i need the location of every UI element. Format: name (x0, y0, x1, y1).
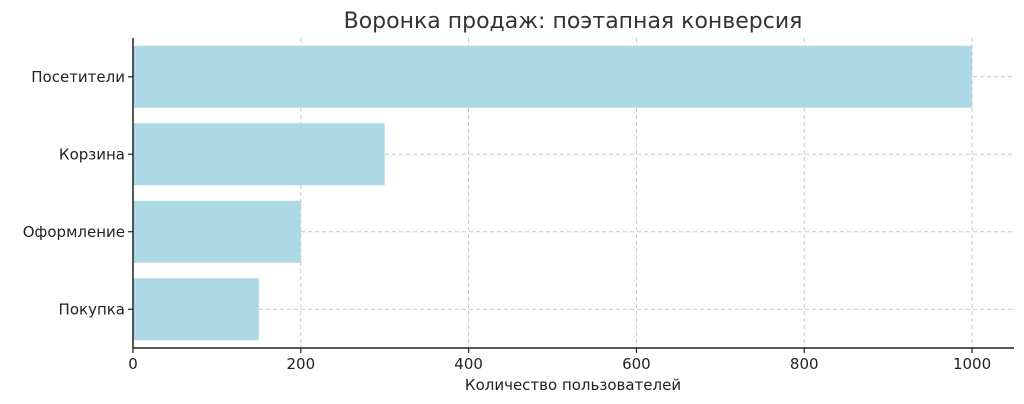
bar-1 (133, 45, 973, 108)
x-tick-label: 200 (286, 355, 315, 373)
x-tick-label: 800 (790, 355, 819, 373)
bar-3 (133, 200, 301, 263)
x-tick-label: 1000 (953, 355, 991, 373)
x-tick-label: 0 (128, 355, 138, 373)
y-tick-label: Корзина (59, 145, 125, 163)
x-axis-label: Количество пользователей (465, 376, 681, 394)
chart-title: Воронка продаж: поэтапная конверсия (344, 9, 803, 34)
axis-layer: 0 200 400 600 800 1000 Посетители Корзина Оформл… (23, 38, 1014, 373)
x-tick-label: 400 (454, 355, 483, 373)
y-tick-label: Посетители (31, 68, 125, 86)
bar-4 (133, 278, 259, 341)
y-tick-label: Оформление (23, 223, 125, 241)
y-tick-label: Покупка (59, 300, 125, 318)
bar-layer (133, 45, 973, 341)
bar-2 (133, 123, 385, 186)
x-tick-label: 600 (622, 355, 651, 373)
